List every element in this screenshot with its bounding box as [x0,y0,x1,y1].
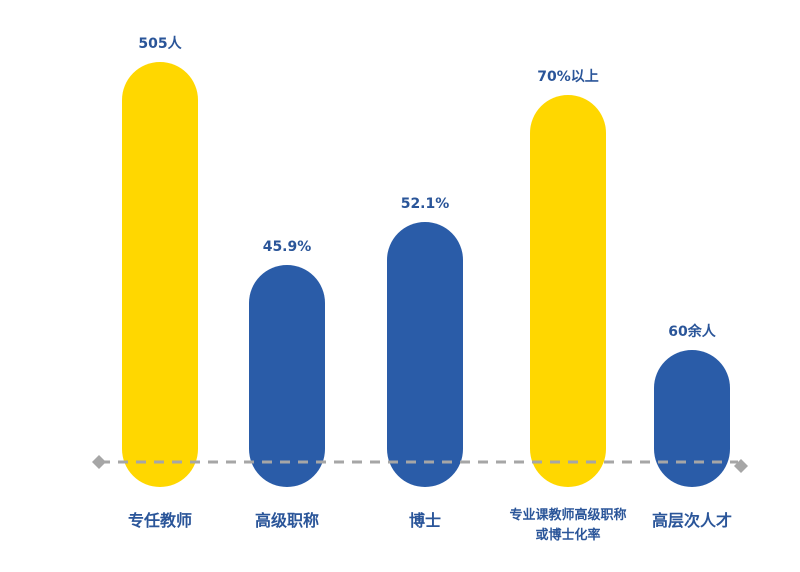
category-label-2: 高级职称 [255,511,319,530]
category-label-5: 高层次人才 [652,511,732,530]
category-label-4: 专业课教师高级职称或博士化率 [509,507,626,543]
bar-3 [387,222,463,487]
bar-4 [530,95,606,487]
category-label-1: 专任教师 [128,511,192,530]
value-label-5: 60余人 [668,323,716,340]
axis-start-marker [92,455,106,469]
bar-2 [249,265,325,487]
value-label-4: 70%以上 [537,69,599,85]
bar-5 [654,350,730,487]
value-label-2: 45.9% [263,239,312,255]
bar-1 [122,62,198,487]
value-label-3: 52.1% [401,196,450,212]
category-label-3: 博士 [409,511,441,530]
axis-end-marker [734,459,748,473]
value-label-1: 505人 [138,35,182,52]
